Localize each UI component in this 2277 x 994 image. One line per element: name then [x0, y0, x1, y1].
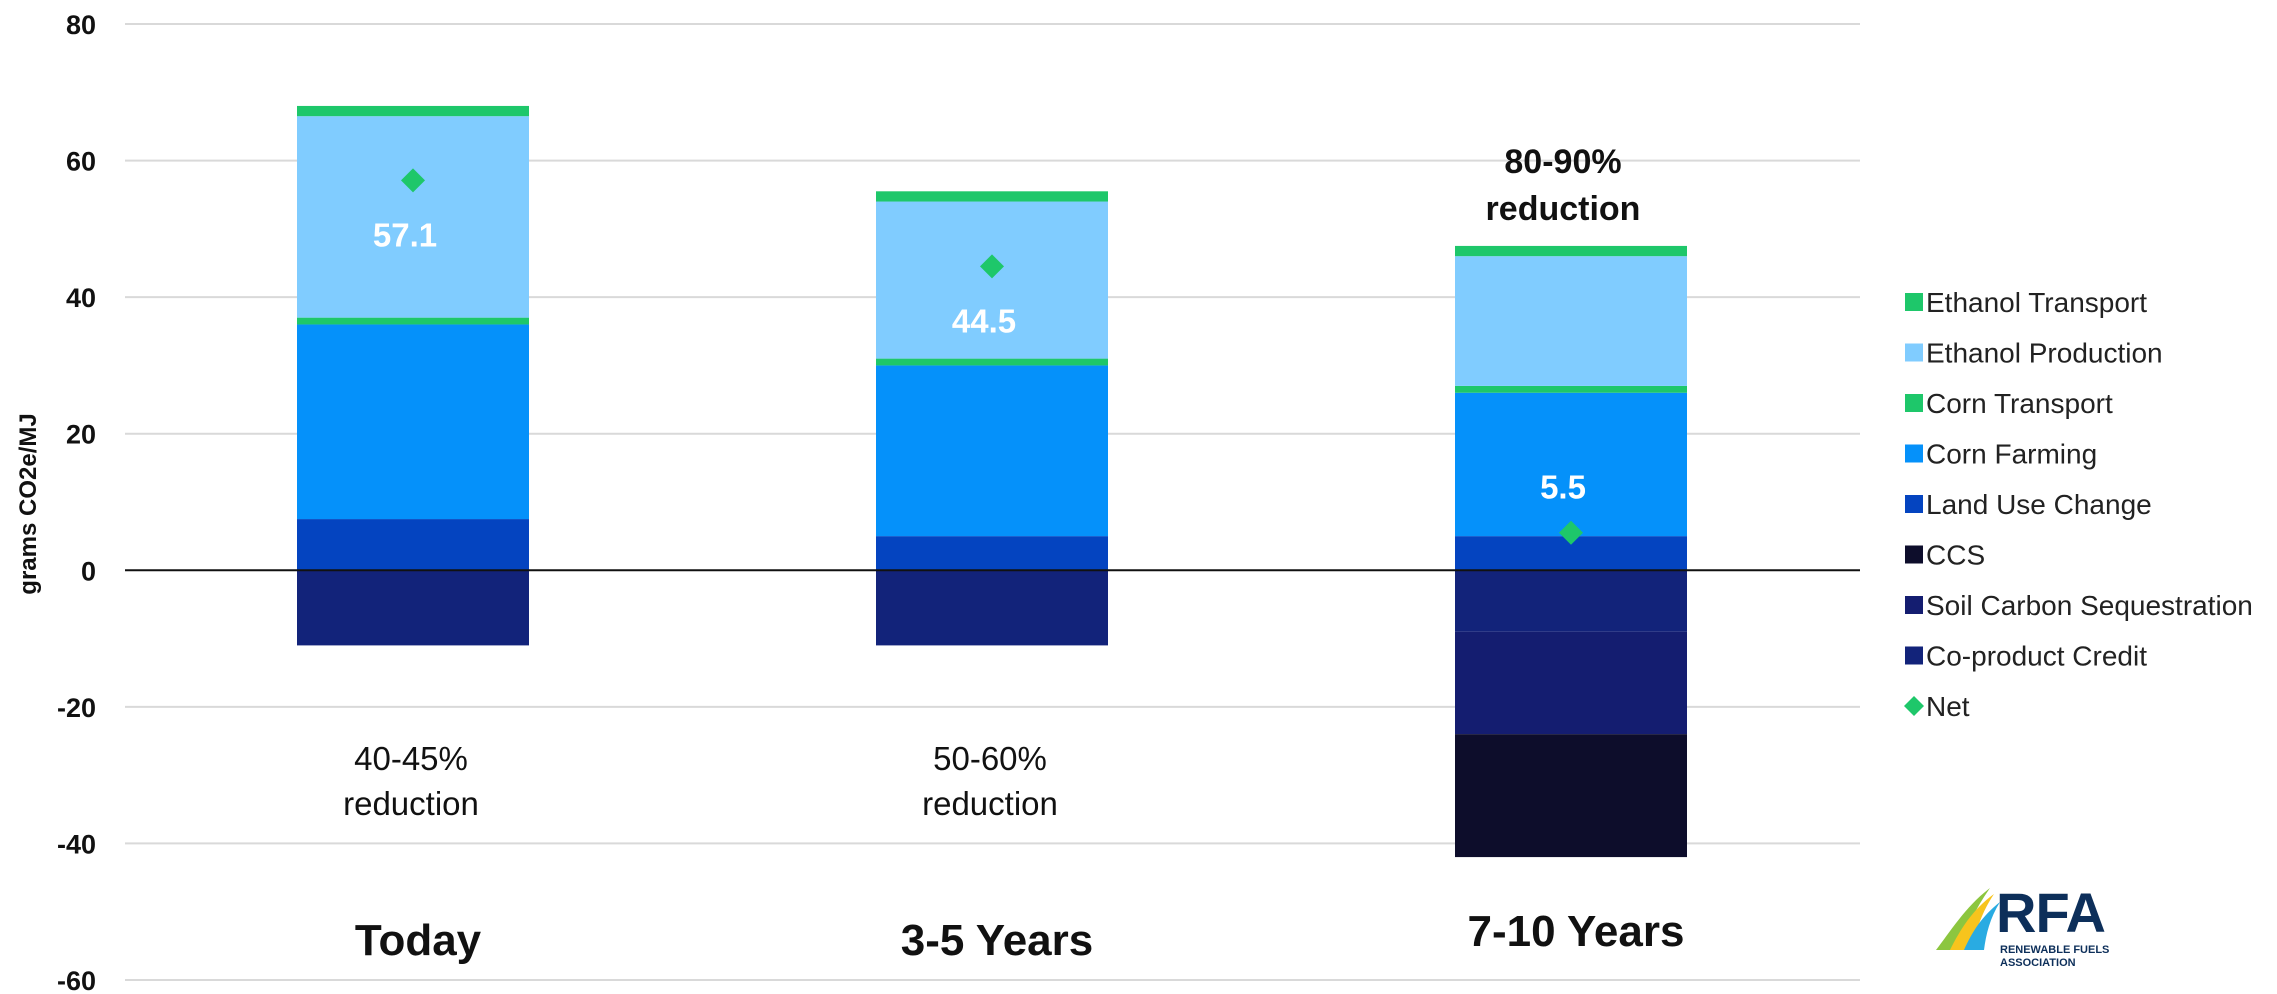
bar-segment-land-use-change: [876, 536, 1108, 571]
legend-label: Ethanol Transport: [1926, 287, 2147, 318]
category-label: Today: [355, 916, 482, 965]
rfa-logo: RFA RENEWABLE FUELS ASSOCIATION: [1932, 884, 2142, 976]
net-marker: [401, 168, 425, 193]
reduction-note-line2: reduction: [1486, 190, 1641, 228]
bar-segment-co-product-credit: [1455, 570, 1687, 632]
bar-segment-corn-farming: [1455, 392, 1687, 537]
y-tick-label: 60: [66, 147, 96, 177]
reduction-notes: 40-45% reduction 50-60% reduction 80-90% redu…: [343, 143, 1640, 822]
legend-swatch: [1905, 444, 1923, 463]
bar-segment-land-use-change: [297, 519, 529, 571]
y-tick-label: 40: [66, 283, 96, 313]
y-tick-label: -60: [57, 966, 96, 994]
bar-segment-ethanol-production: [876, 201, 1108, 359]
bar-segment-ethanol-production: [1455, 256, 1687, 386]
bar-segment-co-product-credit: [876, 570, 1108, 646]
legend-label: CCS: [1926, 540, 1985, 571]
legend-label: Land Use Change: [1926, 489, 2152, 520]
y-tick-label: 80: [66, 10, 96, 40]
legend-label: Ethanol Production: [1926, 338, 2163, 369]
data-label: 57.1: [373, 216, 437, 253]
legend-swatch: [1904, 696, 1924, 716]
category-label: 3-5 Years: [901, 916, 1093, 965]
rfa-swoosh-icon: [1936, 888, 2000, 950]
bar-segment-corn-farming: [297, 324, 529, 520]
bar-segment-soil-carbon-sequestration: [1455, 631, 1687, 735]
reduction-note-line2: reduction: [343, 785, 479, 822]
logo-subtext: RENEWABLE FUELS ASSOCIATION: [2000, 944, 2110, 969]
data-label: 44.5: [952, 302, 1016, 339]
legend-swatch: [1905, 596, 1923, 614]
net-marker: [1559, 520, 1583, 545]
reduction-note-line1: 50-60%: [933, 740, 1047, 777]
legend-swatch: [1905, 293, 1923, 311]
bars: [297, 105, 1687, 858]
legend-swatch: [1905, 545, 1923, 564]
bar-segment-ethanol-transport: [1455, 245, 1687, 257]
y-axis-label: grams CO2e/MJ: [15, 413, 42, 594]
legend-swatch: [1905, 646, 1923, 665]
reduction-note-line2: reduction: [922, 785, 1058, 822]
bar-segment-co-product-credit: [297, 570, 529, 646]
net-markers: 57.1 44.5 5.5: [373, 168, 1586, 545]
logo-wordmark: RFA: [1996, 881, 2106, 944]
net-marker: [980, 254, 1004, 279]
legend-swatch: [1905, 394, 1923, 412]
legend: Ethanol Transport Ethanol Production Corn …: [1904, 287, 2253, 722]
legend-label: Soil Carbon Sequestration: [1926, 590, 2253, 621]
y-tick-label: 0: [81, 556, 96, 586]
y-tick-label: -40: [57, 829, 96, 859]
category-label: 7-10 Years: [1468, 907, 1685, 956]
y-axis-ticks: -60 -40 -20 0 20 40 60 80: [57, 10, 96, 994]
legend-label: Corn Transport: [1926, 388, 2113, 419]
category-labels: Today 3-5 Years 7-10 Years: [355, 907, 1685, 965]
legend-label: Corn Farming: [1926, 439, 2097, 470]
bar-segment-ethanol-production: [297, 116, 529, 318]
bar-segment-corn-transport: [876, 358, 1108, 366]
y-tick-label: 20: [66, 420, 96, 450]
bar-segment-ethanol-transport: [876, 191, 1108, 202]
bar-segment-ccs: [1455, 734, 1687, 858]
bar-segment-corn-transport: [1455, 385, 1687, 393]
legend-label: Co-product Credit: [1926, 641, 2147, 672]
reduction-note-line1: 80-90%: [1504, 143, 1621, 181]
legend-label: Net: [1926, 691, 1970, 722]
legend-swatch: [1905, 343, 1923, 362]
reduction-note-line1: 40-45%: [354, 740, 468, 777]
legend-swatch: [1905, 495, 1923, 513]
y-tick-label: -20: [57, 693, 96, 723]
data-label: 5.5: [1540, 469, 1586, 506]
bar-segment-corn-farming: [876, 365, 1108, 537]
bar-segment-corn-transport: [297, 317, 529, 325]
bar-segment-ethanol-transport: [297, 105, 529, 117]
